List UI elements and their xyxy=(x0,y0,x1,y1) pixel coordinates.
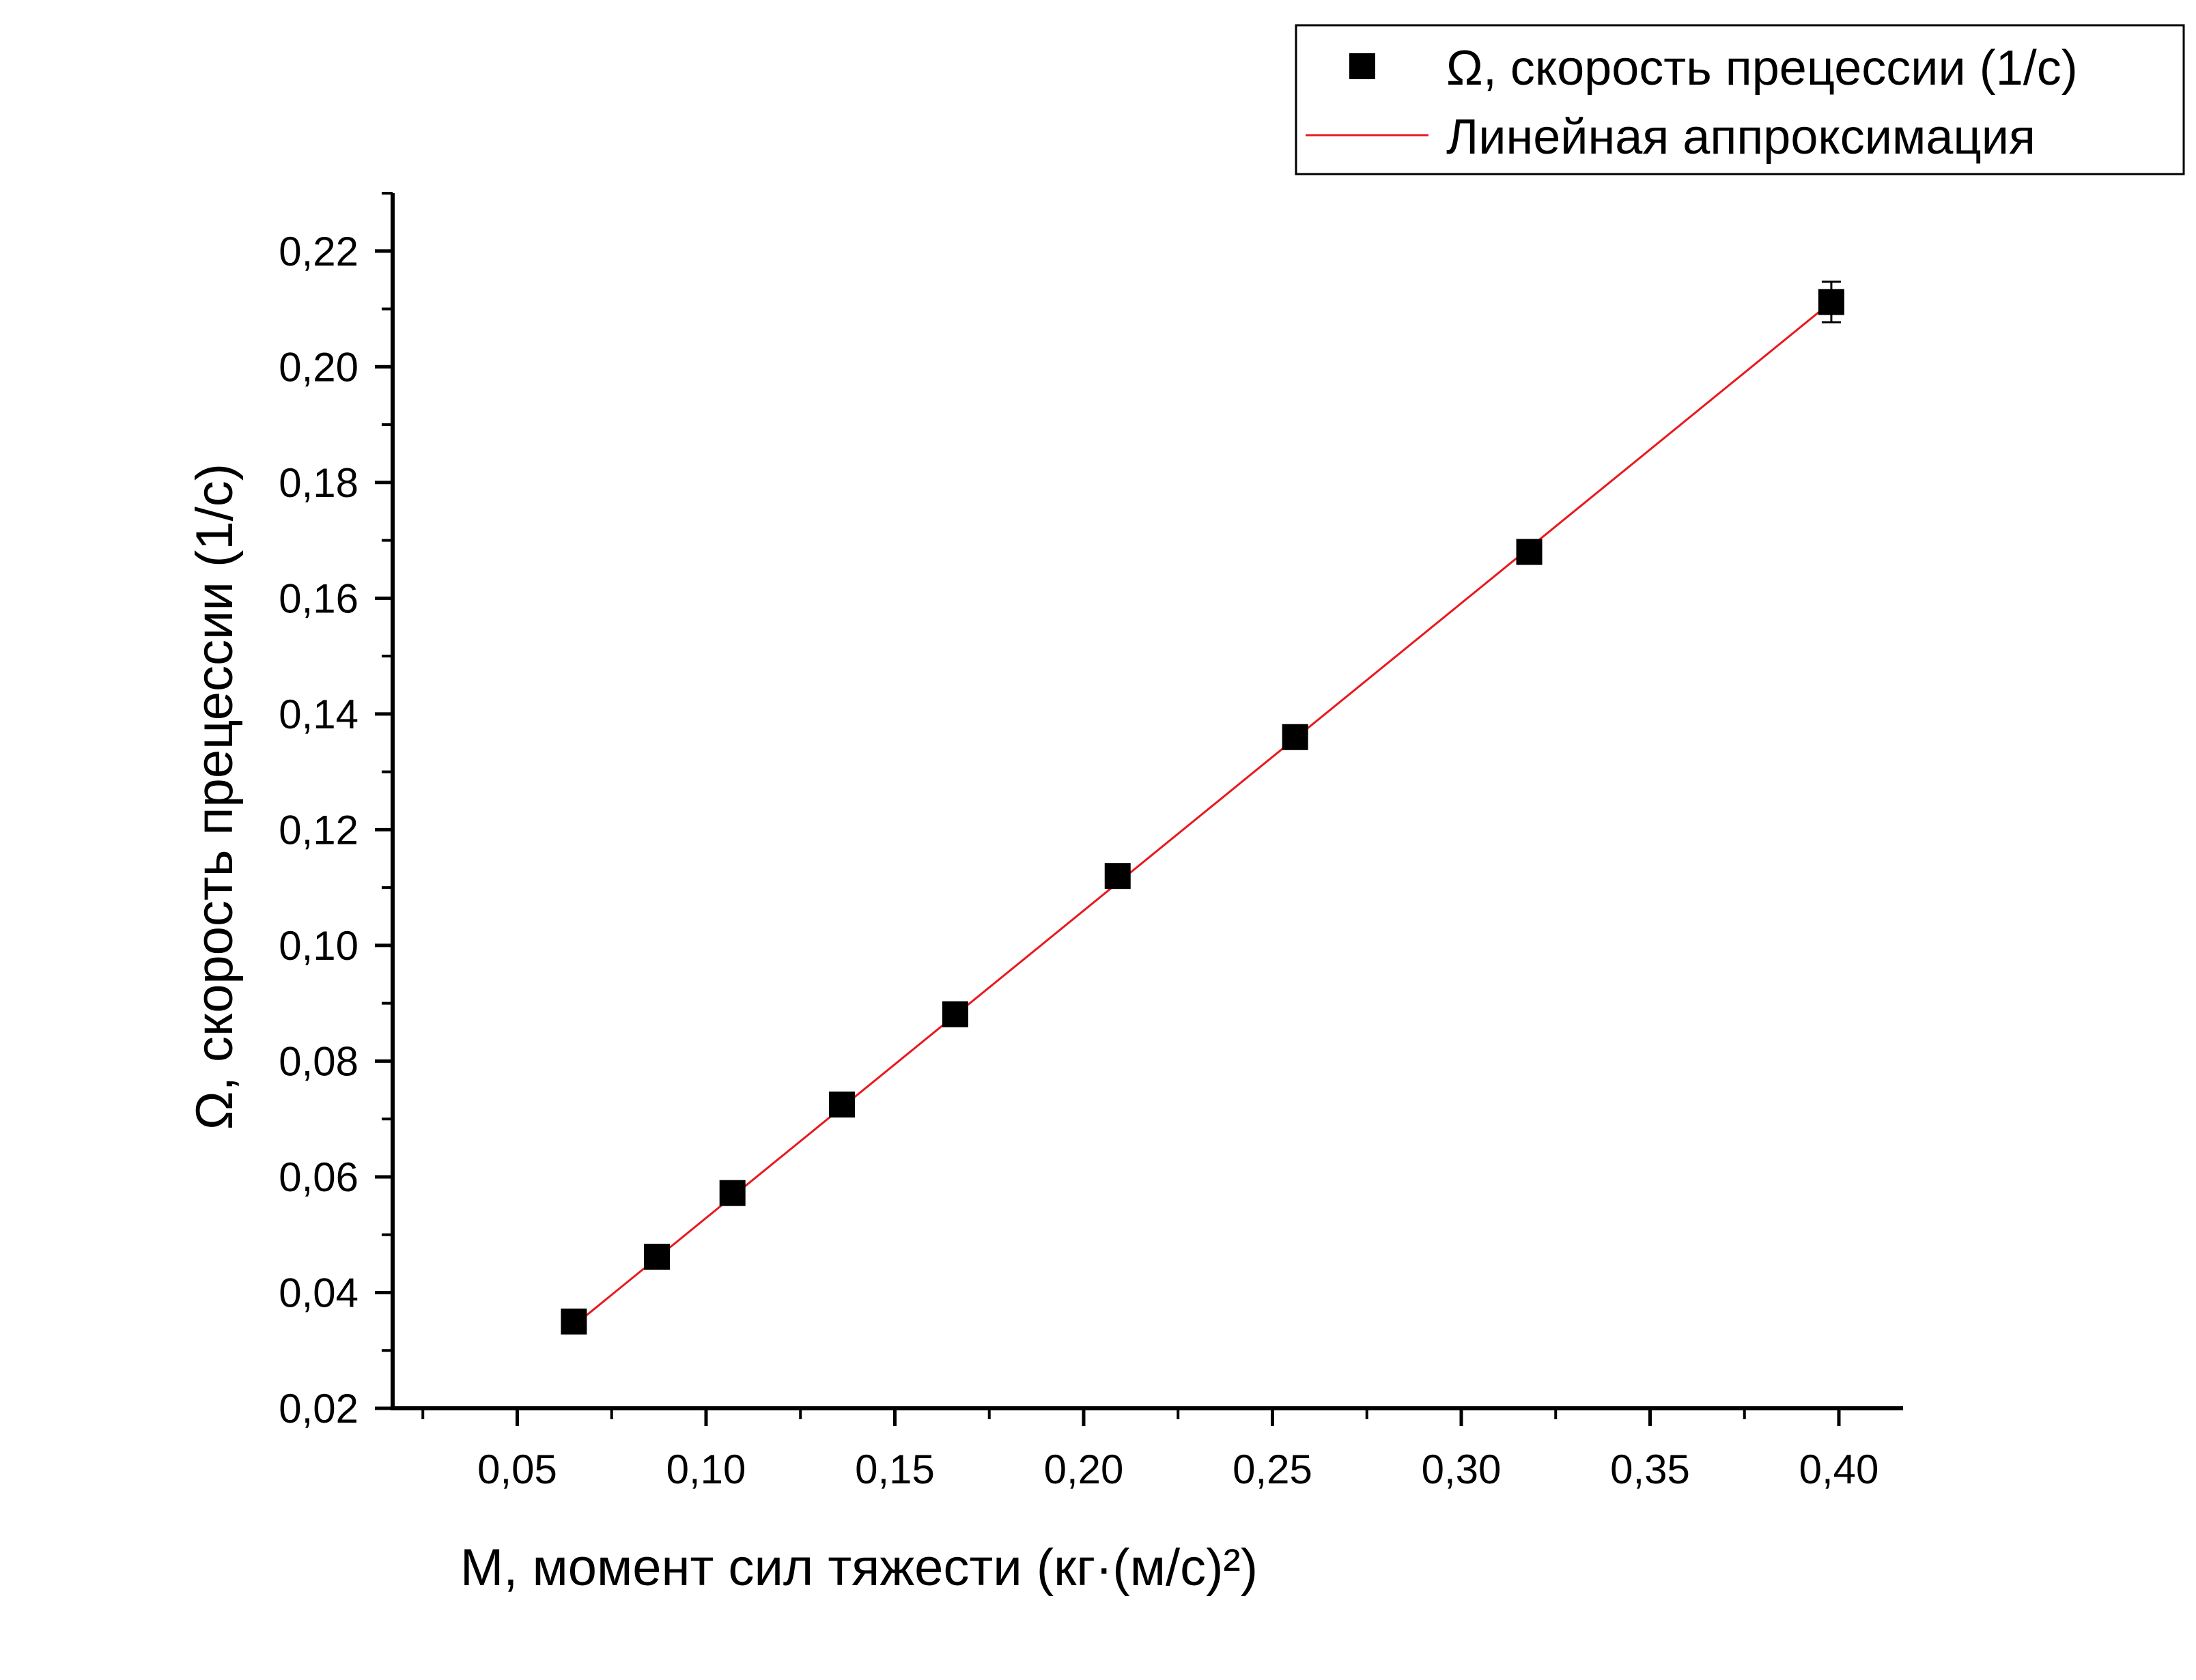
data-point xyxy=(1516,539,1543,565)
x-tick-label: 0,10 xyxy=(666,1447,746,1492)
y-tick-label: 0,16 xyxy=(279,575,358,621)
legend-label-data: Ω, скорость прецессии (1/с) xyxy=(1446,41,2078,96)
data-point xyxy=(942,1001,968,1027)
y-axis-title: Ω, скорость прецессии (1/с) xyxy=(186,464,244,1130)
y-tick-label: 0,14 xyxy=(279,692,358,737)
legend-box xyxy=(1295,24,2185,175)
legend: Ω, скорость прецессии (1/с) Линейная апп… xyxy=(1295,24,2185,175)
y-tick-label: 0,04 xyxy=(279,1270,358,1315)
points-layer xyxy=(561,281,1844,1335)
y-tick-label: 0,22 xyxy=(279,229,358,274)
x-tick-label: 0,40 xyxy=(1799,1447,1879,1492)
x-tick-label: 0,35 xyxy=(1610,1447,1690,1492)
x-tick-label: 0,15 xyxy=(855,1447,935,1492)
fit-layer xyxy=(573,301,1832,1326)
x-tick-label: 0,25 xyxy=(1233,1447,1312,1492)
fit-line xyxy=(573,301,1832,1326)
data-point xyxy=(719,1180,746,1206)
data-point xyxy=(1104,863,1131,889)
y-tick-label: 0,20 xyxy=(279,344,358,390)
y-tick-label: 0,02 xyxy=(279,1386,358,1432)
data-point xyxy=(1818,289,1844,315)
data-point xyxy=(1282,724,1308,750)
data-point xyxy=(561,1308,587,1335)
x-tick-label: 0,05 xyxy=(477,1447,557,1492)
x-tick-label: 0,30 xyxy=(1422,1447,1502,1492)
y-tick-label: 0,08 xyxy=(279,1038,358,1084)
y-tick-label: 0,12 xyxy=(279,807,358,853)
y-tick-label: 0,10 xyxy=(279,923,358,969)
x-ticks: 0,05 0,10 0,15 0,20 0,25 0,30 0,35 0,40 xyxy=(421,1408,1879,1492)
y-tick-label: 0,06 xyxy=(279,1154,358,1200)
y-ticks: 0,02 0,04 0,06 0,08 0,10 0,12 0,14 0,16 0,18 0,20… xyxy=(279,192,393,1432)
axes xyxy=(391,193,1903,1410)
y-tick-label: 0,18 xyxy=(279,460,358,506)
x-tick-label: 0,20 xyxy=(1044,1447,1124,1492)
data-point xyxy=(644,1243,671,1270)
legend-label-fit: Линейная аппроксимация xyxy=(1446,110,2036,165)
x-axis-title: M, момент сил тяжести (кг·(м/с)²) xyxy=(460,1539,1258,1597)
data-point xyxy=(829,1092,856,1117)
legend-marker-square xyxy=(1349,53,1375,79)
